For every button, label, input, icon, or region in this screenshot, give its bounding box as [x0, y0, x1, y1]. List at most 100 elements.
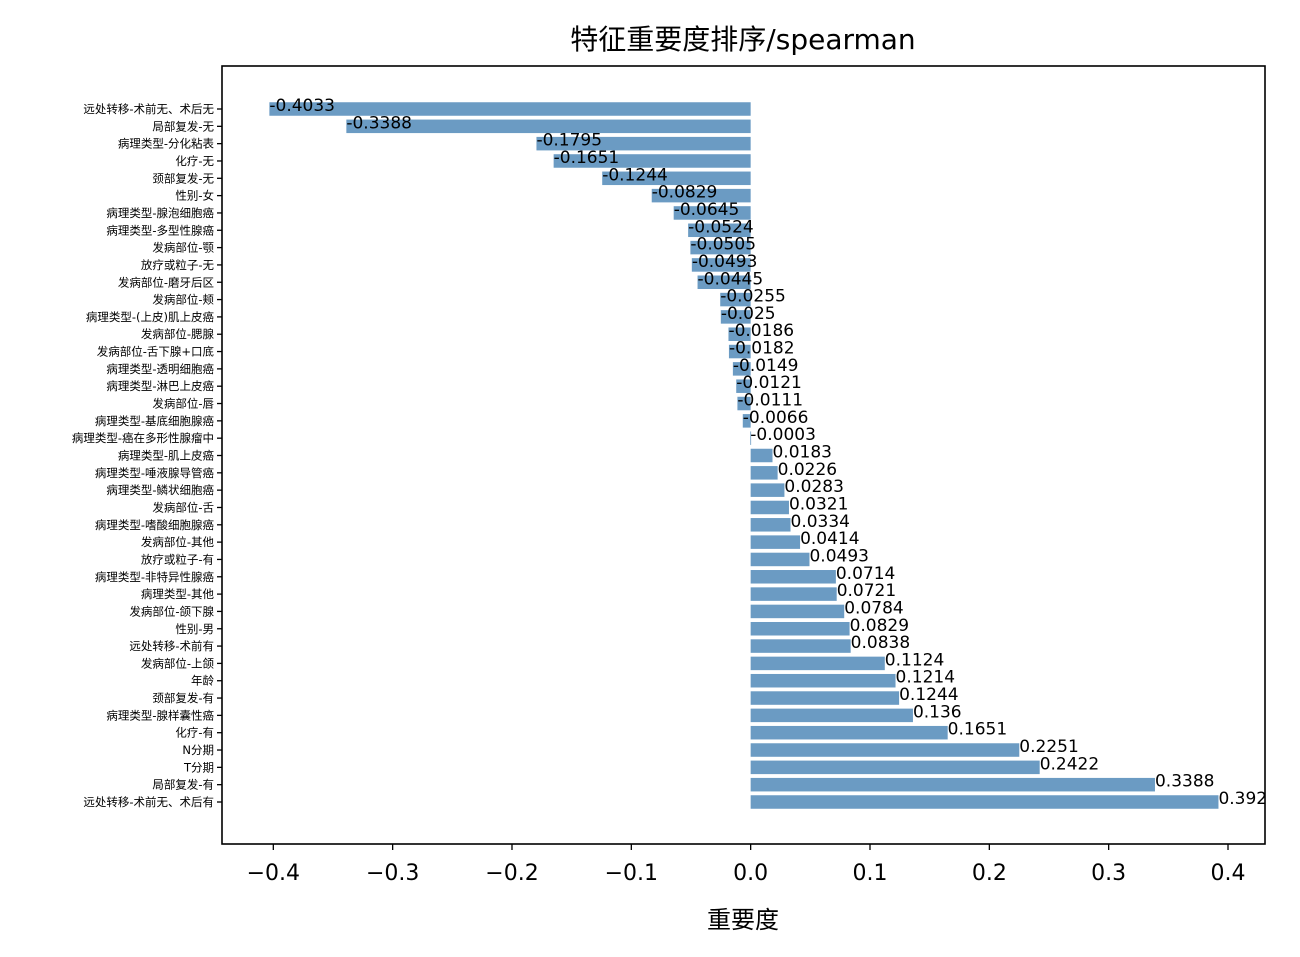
y-tick-label: 病理类型-分化粘表 [118, 137, 215, 151]
x-tick-label: −0.1 [605, 861, 658, 886]
bar [602, 171, 751, 186]
bar [750, 448, 773, 463]
data-label: -0.0111 [737, 391, 803, 411]
data-label: 0.2251 [1019, 737, 1078, 757]
y-tick-label: 发病部位-其他 [141, 535, 215, 549]
y-tick-label: 放疗或粒子-无 [141, 258, 215, 272]
bar [697, 275, 751, 290]
y-tick-label: 发病部位-磨牙后区 [118, 275, 214, 289]
bar [720, 292, 751, 307]
y-tick-label: 病理类型-淋巴上皮癌 [106, 379, 214, 393]
y-tick-label: 化疗-无 [175, 154, 214, 168]
data-label: 0.0283 [784, 477, 843, 497]
bars-group [269, 102, 1219, 809]
data-label: -0.0493 [692, 252, 758, 272]
bar [720, 310, 751, 324]
y-tick-label: 发病部位-颌下腺 [129, 604, 214, 618]
x-tick-label: −0.2 [485, 861, 538, 886]
bar [742, 414, 751, 428]
x-tick-label: −0.3 [366, 861, 419, 886]
x-tick-label: 0.2 [972, 861, 1007, 886]
data-label: -0.0149 [733, 356, 799, 376]
bar [750, 535, 801, 549]
data-label: -0.0829 [652, 183, 718, 203]
x-tick-label: 0.3 [1091, 861, 1126, 886]
y-tick-label: 病理类型-透明细胞癌 [106, 362, 214, 376]
bar [750, 518, 791, 532]
data-label: -0.4033 [269, 96, 335, 116]
y-tick-label: N分期 [182, 743, 214, 757]
bar [346, 119, 751, 134]
bar [536, 136, 751, 151]
data-label: -0.0505 [690, 235, 756, 255]
bar [688, 223, 751, 238]
bar [750, 466, 778, 480]
y-tick-label: 病理类型-其他 [141, 587, 215, 601]
bar [750, 777, 1155, 792]
y-tick-label: 病理类型-腺泡细胞癌 [106, 206, 214, 220]
bar [728, 344, 751, 359]
bar [750, 760, 1040, 775]
y-tick-label: 病理类型-多型性腺癌 [106, 223, 214, 237]
x-tick-label: −0.4 [247, 861, 300, 886]
y-tick-label: 病理类型-(上皮)肌上皮癌 [86, 310, 215, 324]
bar [750, 621, 850, 636]
bar [269, 102, 751, 116]
bar [750, 639, 851, 653]
bar [750, 604, 845, 619]
y-tick-label: 发病部位-舌下腺+口底 [97, 345, 215, 359]
bar [750, 743, 1020, 757]
bar [691, 258, 751, 272]
y-tick-label: 局部复发-有 [152, 778, 214, 792]
x-tick-label: 0.4 [1211, 861, 1246, 886]
data-label: 0.0414 [800, 529, 859, 549]
y-tick-label: 病理类型-嗜酸细胞腺癌 [95, 518, 215, 532]
data-label: 0.1651 [948, 720, 1007, 740]
bar [750, 552, 810, 567]
x-tick-label: 0.0 [733, 861, 768, 886]
y-axis-labels: 远处转移-术前无、术后无局部复发-无病理类型-分化粘表化疗-无颈部复发-无性别-… [72, 102, 222, 809]
data-label: 0.1244 [899, 685, 958, 705]
y-tick-label: 发病部位-腮腺 [141, 327, 215, 341]
data-label: 0.2422 [1040, 754, 1099, 774]
data-label: -0.1244 [602, 165, 668, 185]
data-label: -0.0066 [743, 408, 809, 428]
data-label: 0.392 [1218, 789, 1267, 809]
data-label: -0.0255 [720, 287, 786, 307]
y-tick-label: 病理类型-唾液腺导管癌 [95, 466, 215, 480]
data-label: 0.1124 [885, 650, 944, 670]
y-tick-label: 年龄 [191, 674, 214, 688]
data-label: 0.0838 [851, 633, 910, 653]
y-tick-label: 病理类型-鳞状细胞癌 [106, 483, 214, 497]
data-label: 0.0493 [809, 546, 868, 566]
x-axis-label: 重要度 [707, 906, 779, 934]
data-label: 0.0183 [772, 443, 831, 463]
data-label: -0.0645 [674, 200, 740, 220]
y-tick-label: 性别-男 [175, 622, 214, 636]
chart-title: 特征重要度排序/spearman [570, 23, 915, 56]
bar [750, 656, 885, 671]
data-label: 0.0714 [836, 564, 895, 584]
bar [732, 362, 751, 376]
data-label: -0.0121 [736, 373, 802, 393]
y-tick-label: 病理类型-非特异性腺癌 [95, 570, 215, 584]
bar [553, 154, 751, 168]
bar [690, 240, 751, 255]
data-label: -0.1795 [536, 131, 602, 151]
y-tick-label: 局部复发-无 [152, 119, 214, 133]
bar [651, 188, 751, 203]
data-label: 0.3388 [1155, 772, 1214, 792]
data-label: -0.0182 [729, 339, 795, 359]
y-tick-label: 性别-女 [175, 189, 214, 203]
data-label: 0.0226 [778, 460, 837, 480]
y-tick-label: 放疗或粒子-有 [141, 552, 214, 566]
data-label: 0.0784 [844, 598, 903, 618]
data-label: 0.136 [913, 702, 962, 722]
bar [750, 570, 836, 584]
data-label: -0.0186 [728, 321, 794, 341]
y-tick-label: 化疗-有 [175, 726, 214, 740]
data-label: -0.025 [721, 304, 776, 324]
bar [750, 483, 785, 497]
data-label: -0.1651 [554, 148, 620, 168]
